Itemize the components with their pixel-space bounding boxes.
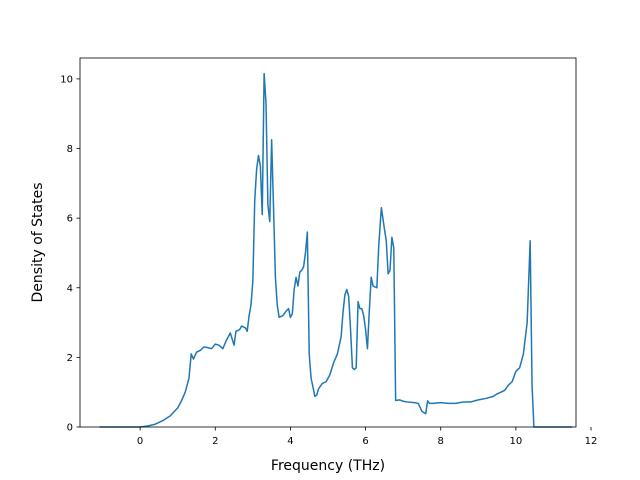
x-tick-label: 8: [438, 436, 444, 447]
plot-content: [99, 72, 573, 428]
y-tick-label: 10: [60, 74, 73, 85]
x-tick-label: 12: [585, 436, 598, 447]
x-tick-label: 10: [510, 436, 523, 447]
y-tick-label: 6: [67, 214, 73, 225]
plot-area: [80, 58, 576, 427]
x-tick-label: 4: [287, 436, 293, 447]
y-tick-label: 0: [67, 423, 73, 434]
y-axis-label: Density of States: [30, 183, 46, 303]
y-tick-label: 4: [67, 283, 73, 294]
x-tick-label: 0: [137, 436, 143, 447]
dos-series-line-0: [99, 72, 573, 428]
y-tick-label: 8: [67, 144, 73, 155]
x-tick-label: 6: [362, 436, 368, 447]
x-axis-label: Frequency (THz): [271, 458, 385, 474]
y-tick-label: 2: [67, 353, 73, 364]
x-tick-label: 2: [212, 436, 218, 447]
y-axis-ticks: 0 2 4 6 8 10: [60, 74, 80, 434]
x-axis-ticks: 0 2 4 6 8 10 12: [137, 427, 597, 447]
axes-frame: [79, 57, 577, 428]
